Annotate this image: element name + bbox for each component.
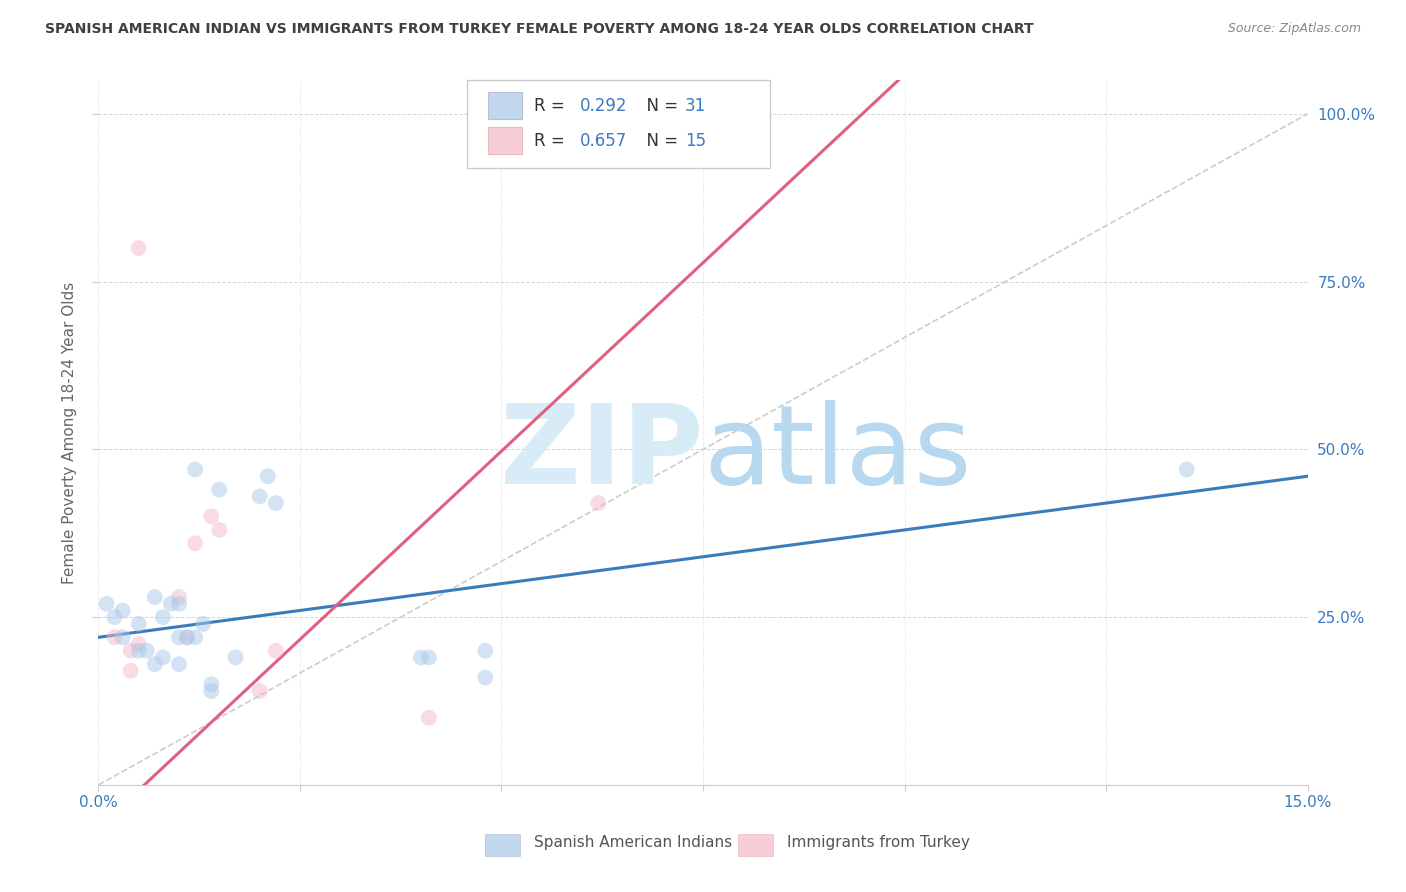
Text: R =: R =: [534, 96, 569, 115]
Point: [200, 684, 222, 698]
Text: N =: N =: [637, 132, 683, 150]
Point: [208, 523, 231, 537]
Point: [418, 711, 440, 725]
Text: N =: N =: [637, 96, 683, 115]
Point: [128, 241, 150, 255]
FancyBboxPatch shape: [467, 80, 769, 169]
Point: [135, 644, 157, 658]
Point: [474, 644, 496, 658]
Point: [748, 107, 770, 121]
Point: [128, 644, 150, 658]
Text: 0.292: 0.292: [579, 96, 627, 115]
Point: [176, 630, 198, 644]
Text: atlas: atlas: [703, 401, 972, 508]
Point: [167, 590, 190, 604]
Point: [111, 603, 134, 617]
Point: [200, 509, 222, 524]
Point: [256, 469, 278, 483]
Point: [586, 496, 609, 510]
Point: [96, 597, 118, 611]
Point: [184, 536, 207, 550]
Text: 15: 15: [685, 132, 706, 150]
Point: [224, 650, 246, 665]
FancyBboxPatch shape: [488, 128, 522, 154]
Point: [103, 630, 125, 644]
Point: [208, 483, 231, 497]
Point: [143, 657, 166, 672]
Point: [167, 657, 190, 672]
Point: [1175, 462, 1198, 476]
Point: [128, 616, 150, 631]
Text: SPANISH AMERICAN INDIAN VS IMMIGRANTS FROM TURKEY FEMALE POVERTY AMONG 18-24 YEA: SPANISH AMERICAN INDIAN VS IMMIGRANTS FR…: [45, 22, 1033, 37]
Point: [409, 650, 432, 665]
Y-axis label: Female Poverty Among 18-24 Year Olds: Female Poverty Among 18-24 Year Olds: [62, 282, 77, 583]
Text: R =: R =: [534, 132, 569, 150]
Point: [120, 664, 142, 678]
Point: [249, 684, 271, 698]
Point: [200, 677, 222, 691]
Point: [152, 610, 174, 624]
Text: Source: ZipAtlas.com: Source: ZipAtlas.com: [1227, 22, 1361, 36]
Point: [176, 630, 198, 644]
Point: [103, 610, 125, 624]
FancyBboxPatch shape: [488, 92, 522, 119]
Point: [418, 650, 440, 665]
Point: [184, 462, 207, 476]
Text: ZIP: ZIP: [499, 401, 703, 508]
Point: [128, 637, 150, 651]
Point: [167, 597, 190, 611]
Point: [249, 489, 271, 503]
Point: [160, 597, 183, 611]
Point: [143, 590, 166, 604]
Text: Immigrants from Turkey: Immigrants from Turkey: [787, 836, 970, 850]
Text: Spanish American Indians: Spanish American Indians: [534, 836, 733, 850]
Point: [152, 650, 174, 665]
Point: [167, 630, 190, 644]
Point: [120, 644, 142, 658]
Point: [184, 630, 207, 644]
Point: [264, 644, 287, 658]
Point: [264, 496, 287, 510]
Point: [193, 616, 215, 631]
Point: [111, 630, 134, 644]
Point: [474, 671, 496, 685]
Text: 31: 31: [685, 96, 706, 115]
Text: 0.657: 0.657: [579, 132, 627, 150]
